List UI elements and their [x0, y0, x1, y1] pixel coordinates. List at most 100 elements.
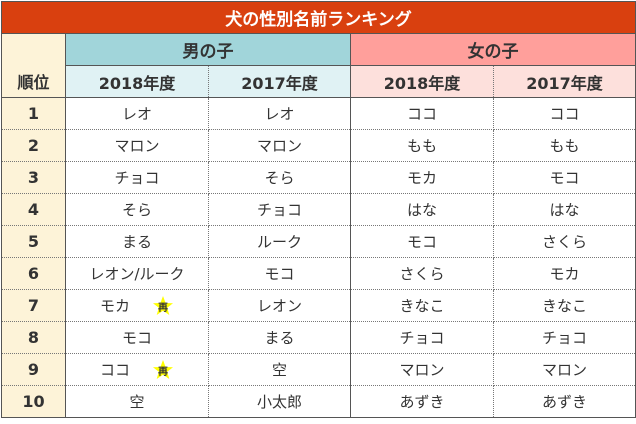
name-cell: ルーク — [208, 225, 351, 258]
name-text: ココ — [549, 105, 580, 123]
name-text: そら — [121, 201, 152, 219]
year-header: 2017年度 — [493, 65, 636, 98]
name-cell: 小太郎 — [208, 385, 351, 418]
name-text: そら — [264, 169, 295, 187]
name-cell: マロン — [208, 129, 351, 162]
name-cell: マロン — [350, 353, 494, 386]
name-text: あずき — [541, 393, 587, 411]
name-text: チョコ — [256, 201, 302, 219]
rank-cell: 2 — [1, 129, 66, 162]
name-text: マロン — [114, 137, 160, 155]
name-cell: ココ — [493, 97, 636, 130]
name-cell: 空 — [65, 385, 209, 418]
name-text: ココ — [406, 105, 437, 123]
name-text: マロン — [541, 361, 587, 379]
table-title: 犬の性別名前ランキング — [1, 1, 636, 34]
name-text: レオ — [264, 105, 295, 123]
name-cell: さくら — [493, 225, 636, 258]
rank-header: 順位 — [1, 65, 66, 98]
name-cell: モカ 再 — [65, 289, 209, 322]
name-cell: あずき — [350, 385, 494, 418]
rank-cell: 7 — [1, 289, 66, 322]
rank-header-blank — [1, 33, 66, 66]
name-text: チョコ — [399, 329, 445, 347]
name-cell: そら — [65, 193, 209, 226]
name-text: モコ — [264, 265, 295, 283]
name-text: ルーク — [256, 233, 302, 251]
name-text: マロン — [399, 361, 445, 379]
name-cell: モコ — [65, 321, 209, 354]
name-text: 小太郎 — [256, 393, 302, 411]
table-row: 9 ココ 再 空 マロン マロン — [1, 353, 636, 386]
name-cell: マロン — [493, 353, 636, 386]
name-text: モカ — [406, 169, 437, 187]
name-cell: モカ — [493, 257, 636, 290]
name-cell: もも — [350, 129, 494, 162]
name-cell: ココ 再 — [65, 353, 209, 386]
badge-text: 再 — [158, 367, 168, 379]
rank-cell: 10 — [1, 385, 66, 418]
table-row: 6 レオン/ルーク モコ さくら モカ — [1, 257, 636, 290]
name-text: 空 — [271, 361, 287, 379]
year-header: 2018年度 — [65, 65, 209, 98]
name-cell: あずき — [493, 385, 636, 418]
name-text: モコ — [549, 169, 580, 187]
name-cell: レオ — [208, 97, 351, 130]
name-cell: もも — [493, 129, 636, 162]
name-text: レオ — [121, 105, 152, 123]
name-cell: きなこ — [493, 289, 636, 322]
table-row: 8 モコ まる チョコ チョコ — [1, 321, 636, 354]
table-row: 4 そら チョコ はな はな — [1, 193, 636, 226]
name-cell: レオ — [65, 97, 209, 130]
star-badge-icon: 再 — [152, 296, 174, 316]
table-row: 3 チョコ そら モカ モコ — [1, 161, 636, 194]
name-cell: 空 — [208, 353, 351, 386]
name-text: きなこ — [399, 297, 445, 315]
name-cell: はな — [493, 193, 636, 226]
name-text: レオン — [256, 297, 302, 315]
rank-cell: 4 — [1, 193, 66, 226]
name-cell: そら — [208, 161, 351, 194]
name-cell: マロン — [65, 129, 209, 162]
name-cell: チョコ — [208, 193, 351, 226]
name-text: チョコ — [541, 329, 587, 347]
name-cell: モカ — [350, 161, 494, 194]
name-cell: モコ — [350, 225, 494, 258]
name-cell: レオン/ルーク — [65, 257, 209, 290]
star-badge-icon: 再 — [152, 360, 174, 380]
table-row: 10 空 小太郎 あずき あずき — [1, 385, 636, 418]
name-text: はな — [549, 201, 580, 219]
name-cell: チョコ — [65, 161, 209, 194]
name-cell: チョコ — [350, 321, 494, 354]
name-cell: ココ — [350, 97, 494, 130]
rank-cell: 3 — [1, 161, 66, 194]
ranking-rows: 1 レオ レオ ココ ココ 2 マロン マロン もも もも 3 チョコ そら モカ モコ 4 そら チョコ はな はな… — [1, 97, 636, 418]
girls-header: 女の子 — [350, 33, 636, 66]
name-text: はな — [406, 201, 437, 219]
name-text: モコ — [121, 329, 152, 347]
name-text: モカ — [549, 265, 580, 283]
name-text: チョコ — [114, 169, 160, 187]
name-cell: はな — [350, 193, 494, 226]
boys-header: 男の子 — [65, 33, 351, 66]
name-text: まる — [264, 329, 295, 347]
year-header: 2018年度 — [350, 65, 494, 98]
name-text: あずき — [399, 393, 445, 411]
table-row: 7 モカ 再 レオン きなこ きなこ — [1, 289, 636, 322]
name-text: さくら — [399, 265, 445, 283]
name-text: 空 — [129, 393, 145, 411]
name-text: レオン/ルーク — [89, 265, 185, 283]
rank-cell: 9 — [1, 353, 66, 386]
name-text: モカ — [99, 296, 130, 315]
name-cell: チョコ — [493, 321, 636, 354]
name-text: マロン — [256, 137, 302, 155]
year-header: 2017年度 — [208, 65, 351, 98]
rank-cell: 5 — [1, 225, 66, 258]
name-cell: きなこ — [350, 289, 494, 322]
rank-cell: 8 — [1, 321, 66, 354]
name-cell: さくら — [350, 257, 494, 290]
name-text: モコ — [406, 233, 437, 251]
name-text: ココ — [99, 360, 130, 379]
name-cell: まる — [208, 321, 351, 354]
name-text: もも — [406, 137, 437, 155]
